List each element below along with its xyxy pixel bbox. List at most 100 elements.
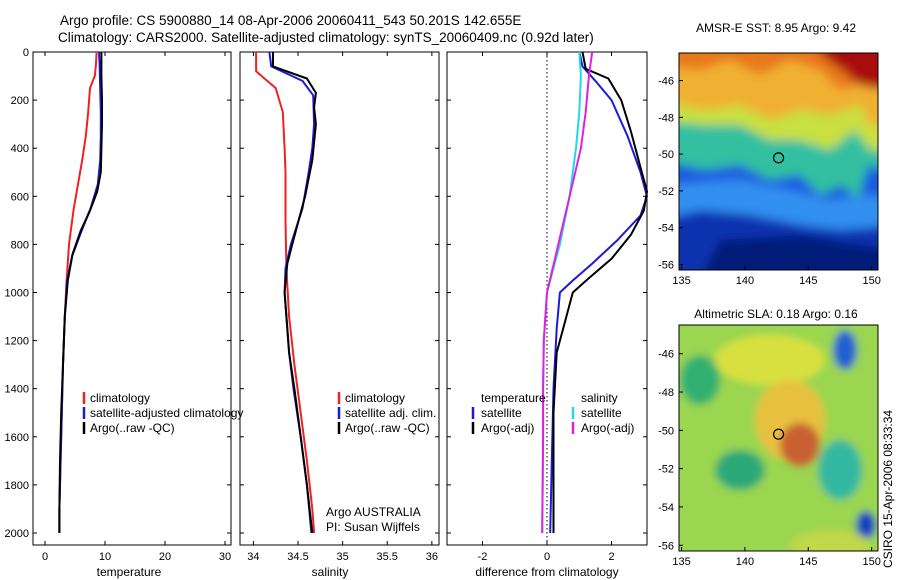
salinity-panel: 34 34.5 35 35.5 36 salinity climatology sate… <box>239 51 440 579</box>
y-tick-label: 800 <box>11 239 29 251</box>
map-y-tick-label: -46 <box>658 349 674 361</box>
temperature-panel: 0 10 20 30 0 200 400 600 800 1000 1200 1400 1600 1800… <box>5 47 244 579</box>
difference-panel: -2 0 2 difference from climatology tempera… <box>446 51 648 579</box>
map-x-tick-label: 150 <box>862 556 880 568</box>
x-tick-label: 34.5 <box>287 551 308 563</box>
x-tick-label: -2 <box>478 551 488 563</box>
sla-field-yellow-1 <box>715 335 825 385</box>
x-tick-label: 34 <box>247 551 259 563</box>
y-tick-label: 0 <box>23 47 29 59</box>
salinity-lines <box>255 51 317 534</box>
y-tick-label: 1000 <box>5 287 29 299</box>
temperature-xlabel: temperature <box>97 565 162 579</box>
series-line-satellite <box>549 51 648 534</box>
map-y-tick-label: -46 <box>658 76 674 88</box>
x-tick-label: 2 <box>608 551 614 563</box>
salinity-axes-box <box>239 51 440 546</box>
map-y-tick-label: -54 <box>658 223 674 235</box>
map-y-tick-label: -50 <box>658 149 674 161</box>
sla-field-yellow-3 <box>790 530 870 551</box>
y-tick-label: 1600 <box>5 432 29 444</box>
difference-legend-salinity: salinity satellite Argo(-adj) <box>571 391 634 435</box>
series-line-climatology <box>58 51 98 533</box>
y-tick-label: 400 <box>11 143 29 155</box>
map-x-tick-label: 135 <box>672 275 690 287</box>
x-tick-label: 35.5 <box>377 551 398 563</box>
sst-heatmap <box>679 53 878 270</box>
map-y-tick-label: -48 <box>658 112 674 124</box>
x-tick-label: 30 <box>219 551 231 563</box>
x-tick-label: 35 <box>336 551 348 563</box>
map-y-tick-label: -48 <box>658 387 674 399</box>
y-tick-label: 1800 <box>5 480 29 492</box>
legend-label-sal-satellite: satellite adj. clim. <box>345 406 436 420</box>
map-x-tick-label: 145 <box>799 275 817 287</box>
map-x-tick-label: 140 <box>736 275 754 287</box>
legend-label-satellite-adjusted: satellite-adjusted climatology <box>90 406 243 420</box>
legend-label-argo: Argo(..raw -QC) <box>90 421 175 435</box>
salinity-ticks: 34 34.5 35 35.5 36 <box>240 51 439 563</box>
map-x-tick-label: 140 <box>736 556 754 568</box>
x-tick-label: 36 <box>426 551 438 563</box>
legend-title-salinity: salinity <box>581 391 618 405</box>
sst-ticks: 135 140 145 150 -46 -48 -50 -52 -54 -56 <box>658 76 881 287</box>
series-line-climatology <box>255 52 316 534</box>
y-tick-label: 1200 <box>5 336 29 348</box>
series-line-argo-raw-qc- <box>58 52 103 533</box>
sst-field-warm-core <box>821 53 878 89</box>
sla-map-panel: Altimetric SLA: 0.18 Argo: 0.16 135 140 14… <box>658 307 881 568</box>
sla-ticks: 135 140 145 150 -46 -48 -50 -52 -54 -56 <box>658 349 881 568</box>
sla-axes-box <box>678 324 879 552</box>
series-line-argo-adj- <box>541 51 594 534</box>
series-line-argo-adj- <box>552 51 648 533</box>
series-line-satellite-adjusted-climatology <box>58 51 102 533</box>
sla-field-low-2 <box>856 511 876 539</box>
y-tick-label: 2000 <box>5 528 29 540</box>
sla-field-high <box>780 423 820 467</box>
difference-xlabel: difference from climatology <box>475 565 618 579</box>
legend-label-sal-sat: satellite <box>581 406 622 420</box>
map-y-tick-label: -50 <box>658 425 674 437</box>
difference-ticks: -2 0 2 <box>447 51 647 563</box>
sst-map-title: AMSR-E SST: 8.95 Argo: 9.42 <box>696 21 856 35</box>
legend-label-sal-argoadj: Argo(-adj) <box>581 421 634 435</box>
salinity-legend: climatology satellite adj. clim. Argo(..… <box>337 391 436 435</box>
figure-title-line1: Argo profile: CS 5900880_14 08-Apr-2006 … <box>60 13 521 28</box>
temperature-legend: climatology satellite-adjusted climatolo… <box>82 391 243 435</box>
map-x-tick-label: 135 <box>672 556 690 568</box>
salinity-xlabel: salinity <box>312 565 349 579</box>
series-line-argo-raw-qc- <box>272 52 317 534</box>
map-x-tick-label: 145 <box>799 556 817 568</box>
annotation-argo-australia: Argo AUSTRALIA <box>326 505 421 519</box>
argo-location-marker-sla <box>772 428 785 440</box>
side-timestamp: CSIRO 15-Apr-2006 08:33:34 <box>881 410 895 568</box>
x-tick-label: 0 <box>42 551 48 563</box>
map-y-tick-label: -52 <box>658 464 674 476</box>
difference-legend-temperature: temperature satellite Argo(-adj) <box>471 391 546 435</box>
sla-field-green-1 <box>680 355 720 405</box>
map-y-tick-label: -56 <box>658 540 674 552</box>
y-tick-label: 1400 <box>5 384 29 396</box>
sst-map-panel: AMSR-E SST: 8.95 Argo: 9.42 135 140 145 150… <box>658 21 881 287</box>
y-tick-label: 200 <box>11 95 29 107</box>
sla-map-title: Altimetric SLA: 0.18 Argo: 0.16 <box>694 307 858 321</box>
sla-field-low-1 <box>833 330 857 370</box>
annotation-pi: PI: Susan Wijffels <box>326 520 420 534</box>
sla-field-teal <box>818 440 862 500</box>
x-tick-label: 0 <box>544 551 550 563</box>
figure-title-line2: Climatology: CARS2000. Satellite-adjuste… <box>58 30 594 45</box>
map-y-tick-label: -56 <box>658 259 674 271</box>
y-tick-label: 600 <box>11 191 29 203</box>
sst-axes-box <box>678 52 879 271</box>
map-y-tick-label: -54 <box>658 502 674 514</box>
legend-label-temp-satellite: satellite <box>481 406 522 420</box>
temperature-lines <box>58 51 103 533</box>
argo-location-marker-sst <box>772 152 785 164</box>
map-x-tick-label: 150 <box>862 275 880 287</box>
x-tick-label: 10 <box>99 551 111 563</box>
legend-label-temp-argo: Argo(-adj) <box>481 421 534 435</box>
map-y-tick-label: -52 <box>658 186 674 198</box>
sst-field-cold-core <box>705 235 878 270</box>
sla-heatmap <box>679 325 878 551</box>
